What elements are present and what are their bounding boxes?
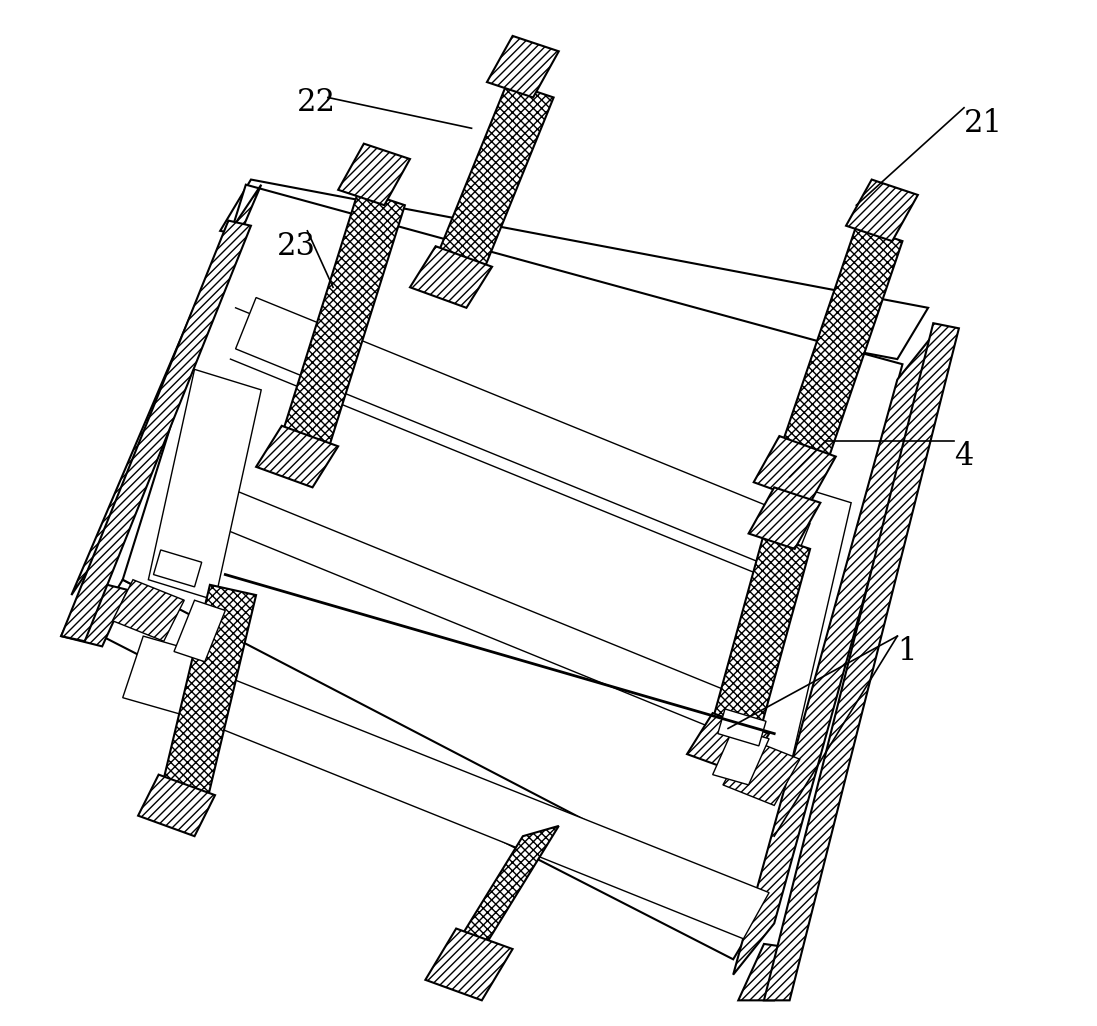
Polygon shape — [256, 426, 338, 487]
Text: 4: 4 — [953, 441, 973, 472]
Polygon shape — [748, 487, 821, 549]
Polygon shape — [92, 580, 764, 959]
Polygon shape — [713, 728, 769, 785]
Polygon shape — [123, 636, 215, 718]
Polygon shape — [71, 185, 261, 595]
Text: 1: 1 — [897, 636, 917, 667]
Polygon shape — [487, 36, 558, 97]
Polygon shape — [148, 369, 261, 600]
Polygon shape — [717, 709, 766, 746]
Polygon shape — [738, 944, 800, 1000]
Polygon shape — [441, 826, 558, 970]
Text: 22: 22 — [297, 87, 336, 118]
Polygon shape — [338, 144, 410, 205]
Polygon shape — [138, 775, 215, 836]
Text: 23: 23 — [276, 231, 316, 262]
Polygon shape — [61, 221, 251, 641]
Polygon shape — [426, 929, 512, 1000]
Polygon shape — [846, 180, 918, 241]
Polygon shape — [123, 185, 903, 908]
Polygon shape — [723, 482, 851, 770]
Polygon shape — [410, 246, 493, 308]
Polygon shape — [194, 672, 769, 939]
Polygon shape — [174, 600, 225, 662]
Polygon shape — [236, 298, 810, 575]
Polygon shape — [61, 580, 128, 646]
Polygon shape — [159, 585, 256, 811]
Text: 21: 21 — [964, 108, 1003, 139]
Polygon shape — [113, 580, 184, 641]
Polygon shape — [708, 534, 810, 754]
Polygon shape — [276, 190, 405, 467]
Polygon shape — [430, 82, 554, 287]
Polygon shape — [154, 550, 202, 587]
Polygon shape — [220, 180, 928, 359]
Polygon shape — [733, 328, 938, 975]
Polygon shape — [687, 713, 769, 775]
Polygon shape — [774, 226, 903, 482]
Polygon shape — [723, 739, 800, 805]
Polygon shape — [754, 436, 836, 503]
Polygon shape — [764, 323, 959, 1000]
